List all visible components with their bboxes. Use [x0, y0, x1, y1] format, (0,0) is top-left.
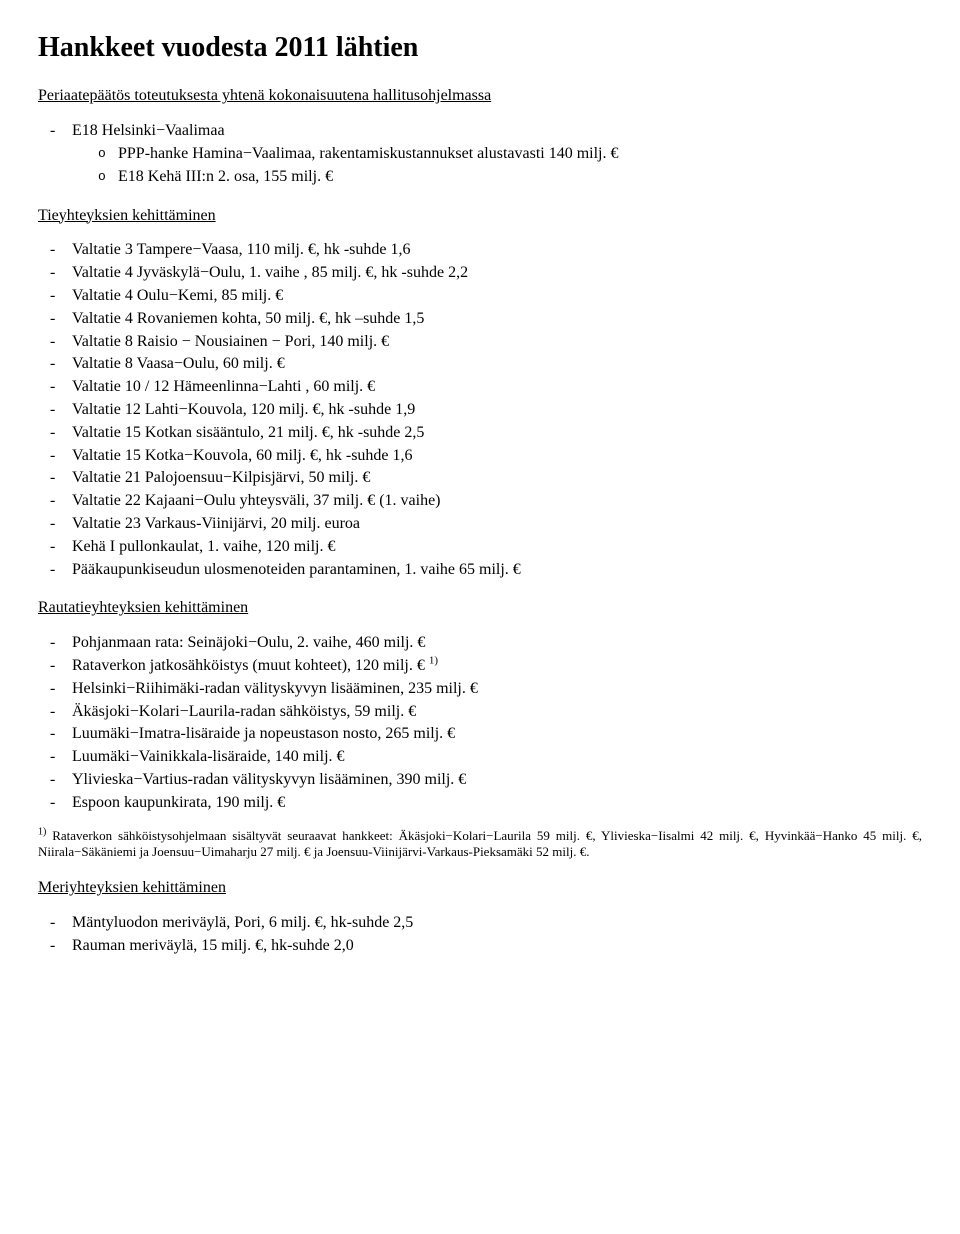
list-item-text: Luumäki−Imatra-lisäraide ja nopeustason … — [72, 725, 455, 742]
list-item-text: Äkäsjoki−Kolari−Laurila-radan sähköistys… — [72, 703, 416, 720]
road-heading: Tieyhteyksien kehittäminen — [38, 206, 922, 227]
list-item: Valtatie 3 Tampere−Vaasa, 110 milj. €, h… — [38, 240, 922, 261]
list-item: Helsinki−Riihimäki-radan välityskyvyn li… — [38, 679, 922, 700]
intro-heading: Periaatepäätös toteutuksesta yhtenä koko… — [38, 86, 922, 107]
list-item: Pääkaupunkiseudun ulosmenoteiden paranta… — [38, 560, 922, 581]
list-item: Valtatie 4 Jyväskylä−Oulu, 1. vaihe , 85… — [38, 263, 922, 284]
list-item: Rauman meriväylä, 15 milj. €, hk-suhde 2… — [38, 936, 922, 957]
list-item: Valtatie 12 Lahti−Kouvola, 120 milj. €, … — [38, 400, 922, 421]
sea-list: Mäntyluodon meriväylä, Pori, 6 milj. €, … — [38, 913, 922, 957]
list-item-text: Helsinki−Riihimäki-radan välityskyvyn li… — [72, 680, 478, 697]
list-item: Luumäki−Imatra-lisäraide ja nopeustason … — [38, 724, 922, 745]
list-item: Valtatie 21 Palojoensuu−Kilpisjärvi, 50 … — [38, 468, 922, 489]
list-item: Valtatie 15 Kotkan sisääntulo, 21 milj. … — [38, 423, 922, 444]
list-item: Mäntyluodon meriväylä, Pori, 6 milj. €, … — [38, 913, 922, 934]
list-item: Valtatie 23 Varkaus-Viinijärvi, 20 milj.… — [38, 514, 922, 535]
list-item: Valtatie 4 Oulu−Kemi, 85 milj. € — [38, 286, 922, 307]
list-item-text: Rataverkon jatkosähköistys (muut kohteet… — [72, 657, 429, 674]
footnote-text: Rataverkon sähköistysohjelmaan sisältyvä… — [38, 828, 922, 859]
list-item: Ylivieska−Vartius-radan välityskyvyn lis… — [38, 770, 922, 791]
sub-list: PPP-hanke Hamina−Vaalimaa, rakentamiskus… — [96, 144, 922, 188]
list-item: Valtatie 10 / 12 Hämeenlinna−Lahti , 60 … — [38, 377, 922, 398]
intro-list: E18 Helsinki−Vaalimaa PPP-hanke Hamina−Va… — [38, 121, 922, 187]
sea-heading: Meriyhteyksien kehittäminen — [38, 878, 922, 899]
list-item-text: Espoon kaupunkirata, 190 milj. € — [72, 794, 285, 811]
list-item: PPP-hanke Hamina−Vaalimaa, rakentamiskus… — [96, 144, 922, 165]
list-item-text: Luumäki−Vainikkala-lisäraide, 140 milj. … — [72, 748, 345, 765]
list-item-text: Ylivieska−Vartius-radan välityskyvyn lis… — [72, 771, 466, 788]
list-item: Luumäki−Vainikkala-lisäraide, 140 milj. … — [38, 747, 922, 768]
list-item: Äkäsjoki−Kolari−Laurila-radan sähköistys… — [38, 702, 922, 723]
list-item-text: E18 Helsinki−Vaalimaa — [72, 122, 225, 139]
list-item: Valtatie 22 Kajaani−Oulu yhteysväli, 37 … — [38, 491, 922, 512]
list-item: Kehä I pullonkaulat, 1. vaihe, 120 milj.… — [38, 537, 922, 558]
list-item: E18 Kehä III:n 2. osa, 155 milj. € — [96, 167, 922, 188]
page-title: Hankkeet vuodesta 2011 lähtien — [38, 30, 922, 66]
list-item: Espoon kaupunkirata, 190 milj. € — [38, 793, 922, 814]
list-item: Valtatie 8 Vaasa−Oulu, 60 milj. € — [38, 354, 922, 375]
rail-list: Pohjanmaan rata: Seinäjoki−Oulu, 2. vaih… — [38, 633, 922, 813]
list-item-text: Pohjanmaan rata: Seinäjoki−Oulu, 2. vaih… — [72, 634, 425, 651]
list-item: Valtatie 8 Raisio − Nousiainen − Pori, 1… — [38, 332, 922, 353]
list-item: Valtatie 4 Rovaniemen kohta, 50 milj. €,… — [38, 309, 922, 330]
list-item: Valtatie 15 Kotka−Kouvola, 60 milj. €, h… — [38, 446, 922, 467]
list-item: Rataverkon jatkosähköistys (muut kohteet… — [38, 656, 922, 677]
footnote-ref: 1) — [429, 655, 438, 667]
rail-heading: Rautatieyhteyksien kehittäminen — [38, 598, 922, 619]
list-item: Pohjanmaan rata: Seinäjoki−Oulu, 2. vaih… — [38, 633, 922, 654]
list-item: E18 Helsinki−Vaalimaa PPP-hanke Hamina−Va… — [38, 121, 922, 187]
road-list: Valtatie 3 Tampere−Vaasa, 110 milj. €, h… — [38, 240, 922, 580]
rail-footnote: 1) Rataverkon sähköistysohjelmaan sisält… — [38, 828, 922, 861]
